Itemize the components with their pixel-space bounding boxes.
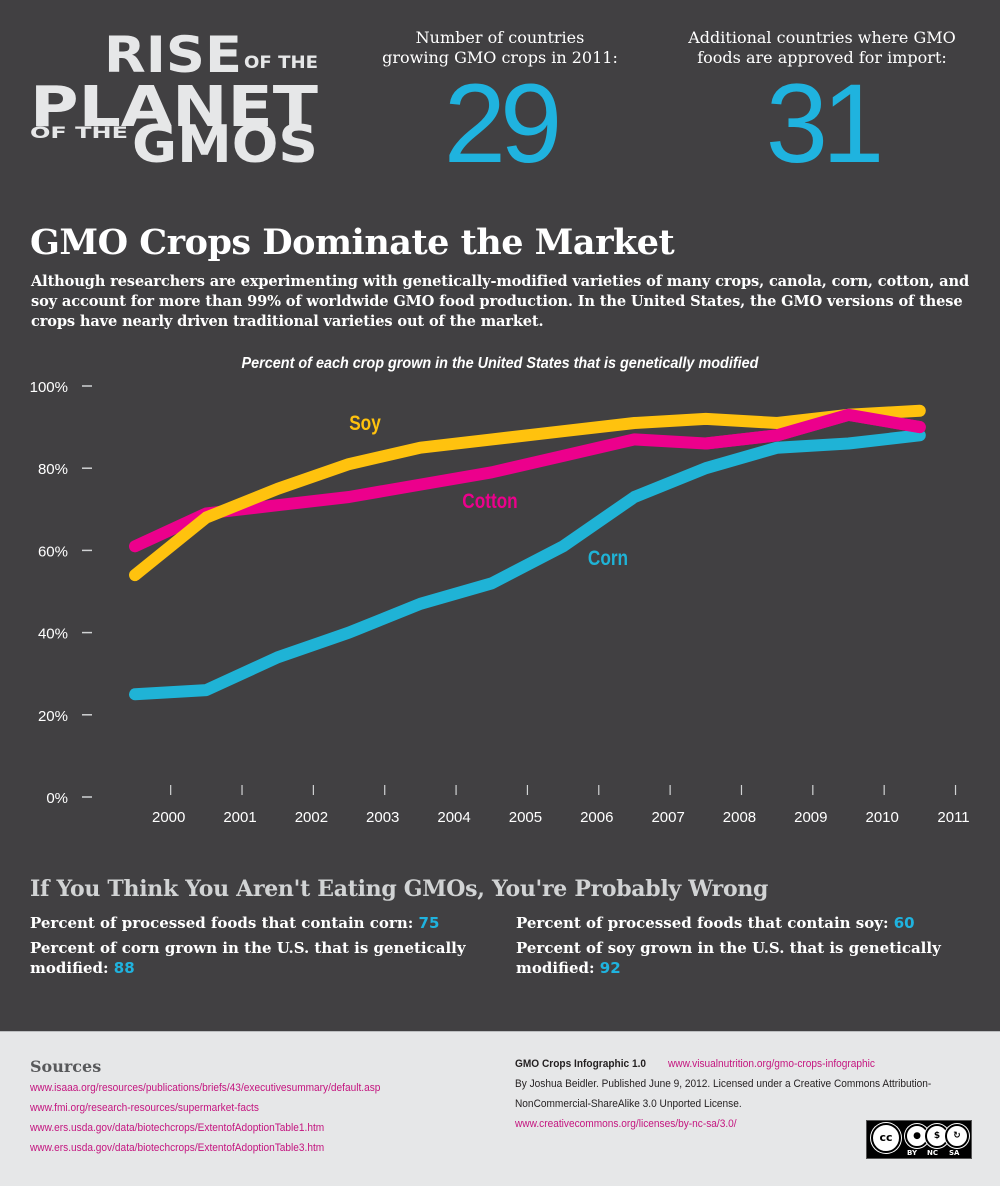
logo-graphic: RISE OF THE PLANET OF THE GMOS [30,26,318,175]
y-axis: 0% 20% 40% 60% 80% 100% [30,379,92,807]
sharealike-icon: ↻ [945,1124,969,1148]
y-tick-label: 100% [30,379,68,396]
series-label-cotton: Cotton [462,491,517,514]
y-tick-label: 80% [38,461,68,478]
logo-gmos: GMOS [132,115,318,175]
section-heading: GMO Crops Dominate the Market [30,222,675,263]
fact-corn-gm: Percent of corn grown in the U.S. that i… [30,938,500,978]
license-link[interactable]: www.creativecommons.org/licenses/by-nc-s… [515,1118,737,1130]
facts-heading: If You Think You Aren't Eating GMOs, You… [30,876,769,902]
x-tick-label: 2008 [723,809,756,826]
fact-value: 92 [599,959,621,977]
cc-license-badge[interactable]: cc ● $ ↻ BY NC SA [866,1120,972,1159]
fact-soy-processed: Percent of processed foods that contain … [516,913,986,933]
source-link[interactable]: www.ers.usda.gov/data/biotechcrops/Exten… [30,1142,325,1154]
logo: RISE OF THE PLANET OF THE GMOS [28,26,328,178]
stat-label-line2: foods are approved for import: [697,48,947,67]
fact-value: 75 [418,914,440,932]
chart-title: Percent of each crop grown in the United… [241,355,759,372]
fact-label: Percent of soy grown in the U.S. that is… [516,939,941,977]
credit-line2: NonCommercial-ShareAlike 3.0 Unported Li… [515,1098,742,1110]
x-tick-label: 2007 [651,809,684,826]
stat-countries-import: Additional countries where GMO foods are… [668,28,976,186]
series-line-corn [129,429,926,701]
intro-paragraph: Although researchers are experimenting w… [31,273,969,330]
fact-label: Percent of corn grown in the U.S. that i… [30,939,466,977]
fact-label: Percent of processed foods that contain … [30,914,414,932]
logo-planet: PLANET [30,75,318,140]
y-tick-label: 20% [38,708,68,725]
fact-corn-processed: Percent of processed foods that contain … [30,913,500,933]
fact-label: Percent of processed foods that contain … [516,914,889,932]
x-tick-label: 2002 [295,809,328,826]
y-tick-label: 0% [46,790,68,807]
stat-countries-growing: Number of countries growing GMO crops in… [366,28,634,186]
logo-of-the-2: OF THE [30,123,128,142]
x-tick-label: 2009 [794,809,827,826]
series-labels: Soy Cotton Corn [349,413,628,571]
credit-title: GMO Crops Infographic 1.0 [515,1058,647,1070]
x-tick-label: 2003 [366,809,399,826]
y-tick-label: 40% [38,626,68,643]
series-label-soy: Soy [349,413,381,436]
x-tick-label: 2005 [509,809,542,826]
by-label: BY [907,1149,918,1157]
x-tick-label: 2004 [437,809,470,826]
logo-of-the-1: OF THE [244,53,318,73]
footer: Sources www.isaaa.org/resources/publicat… [0,1031,1000,1186]
series-line-soy [129,404,926,582]
x-tick-label: 2001 [223,809,256,826]
fact-soy-gm: Percent of soy grown in the U.S. that is… [516,938,986,978]
line-chart: 0%20%40%60%80%100% 2000 2001 2002 2003 2004 2… [30,379,970,826]
stat-value: 31 [765,61,885,186]
sources-heading: Sources [30,1057,102,1076]
fact-value: 60 [893,914,915,932]
logo-rise: RISE [104,28,242,84]
source-link[interactable]: www.ers.usda.gov/data/biotechcrops/Exten… [30,1122,325,1134]
stat-value: 29 [443,61,563,186]
series-label-corn: Corn [588,548,628,571]
source-link[interactable]: www.isaaa.org/resources/publications/bri… [30,1082,381,1094]
stat-label-line2: growing GMO crops in 2011: [382,48,618,67]
series-line-cotton-overlay [699,408,926,450]
x-tick-label: 2006 [580,809,613,826]
x-tick-label: 2010 [865,809,898,826]
stat-label-line1: Number of countries [415,28,585,47]
sa-label: SA [949,1149,960,1157]
y-tick-label: 60% [38,543,68,560]
x-tick-label: 2011 [937,809,969,826]
x-tick-label: 2000 [152,809,185,826]
credit-line1: By Joshua Beidler. Published June 9, 201… [515,1078,932,1090]
x-axis: 2000 2001 2002 2003 2004 2005 2006 2007 2008 2009… [152,785,970,826]
stat-label-line1: Additional countries where GMO [688,28,956,47]
credit-url-link[interactable]: www.visualnutrition.org/gmo-crops-infogr… [668,1058,875,1070]
cc-icon: cc [871,1123,901,1153]
nc-label: NC [927,1149,938,1157]
fact-value: 88 [113,959,135,977]
source-link[interactable]: www.fmi.org/research-resources/supermark… [30,1102,259,1114]
series-lines [129,404,926,701]
